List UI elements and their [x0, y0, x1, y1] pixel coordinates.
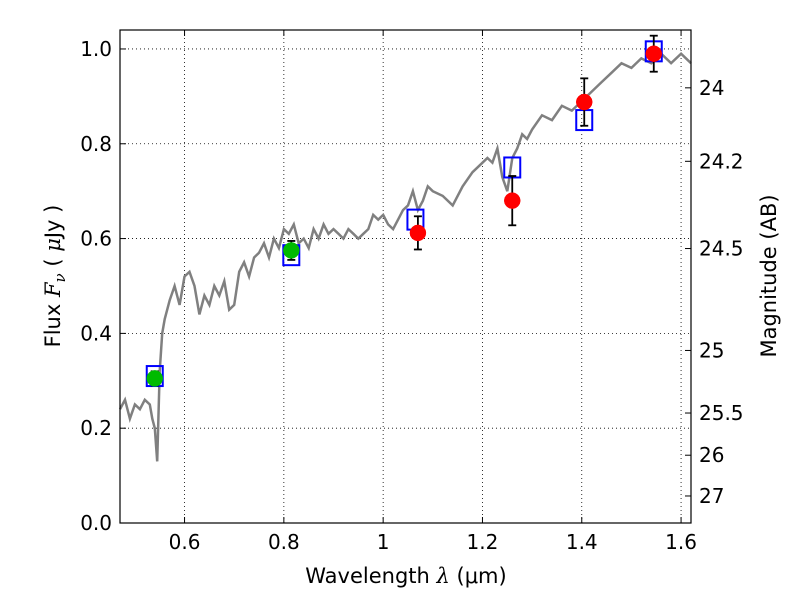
right-tick-label: 27 [699, 484, 724, 508]
plot-frame [119, 29, 692, 524]
axis-ticks: 0.6 0.8 1 1.2 1.4 1.6 0.0 0.2 0.4 0.6 0.8 1.0 24 24.2… [80, 30, 744, 554]
green-point [146, 370, 164, 387]
x-tick-label: 1.2 [467, 530, 499, 554]
right-tick-label: 25 [699, 338, 724, 362]
red-point [504, 192, 521, 209]
right-tick-label: 26 [699, 443, 724, 467]
y-tick-label: 0.2 [80, 416, 112, 440]
right-tick-label: 25.5 [699, 401, 744, 425]
x-tick-label: 1 [377, 530, 390, 554]
y-axis-label: Flux Fν ( μJy ) [41, 205, 69, 348]
red-point [575, 93, 593, 111]
data-markers [145, 34, 663, 388]
y-tick-label: 0.8 [80, 132, 112, 156]
x-tick-label: 0.6 [169, 530, 201, 554]
red-point [409, 224, 427, 242]
x-tick-label: 0.8 [268, 530, 300, 554]
model-spectrum-line [118, 51, 692, 462]
right-tick-label: 24.5 [699, 237, 744, 261]
x-axis-label: Wavelength λ (μm) [305, 564, 506, 588]
right-tick-label: 24 [699, 76, 724, 100]
green-point [283, 242, 300, 259]
red-point [645, 45, 663, 62]
y-tick-label: 0.6 [80, 227, 112, 251]
right-axis-label: Magnitude (AB) [757, 194, 781, 357]
x-tick-label: 1.6 [665, 530, 697, 554]
y-tick-label: 0.4 [80, 321, 112, 345]
x-tick-label: 1.4 [566, 530, 598, 554]
y-tick-label: 1.0 [80, 37, 112, 61]
right-tick-label: 24.2 [699, 149, 744, 173]
y-tick-label: 0.0 [80, 511, 112, 535]
